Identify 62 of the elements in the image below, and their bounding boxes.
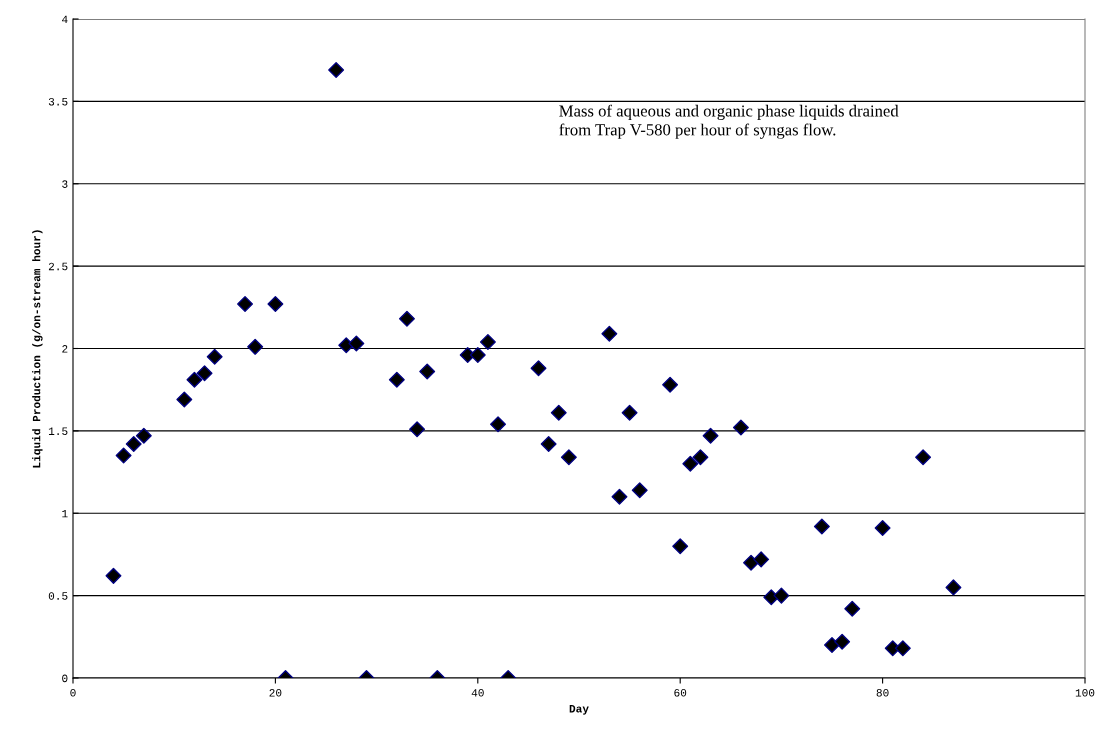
x-tick-label: 0 — [70, 689, 76, 697]
point — [115, 447, 132, 464]
point — [631, 482, 648, 499]
point — [824, 637, 840, 654]
x-tick-label: 40 — [471, 689, 484, 697]
point — [176, 391, 193, 408]
annotation: Mass of aqueous and organic phase liquids drained from Trap V-580 per hour of syngas flow. — [559, 104, 899, 139]
point — [834, 633, 851, 650]
point — [469, 347, 486, 364]
y-tick-label: 1.5 — [48, 427, 68, 436]
point — [125, 436, 142, 453]
point — [206, 348, 223, 365]
point — [611, 488, 628, 505]
point — [540, 436, 557, 453]
y-tick-label: 1 — [62, 509, 68, 518]
point — [844, 600, 861, 617]
point — [550, 404, 567, 421]
point — [874, 520, 891, 537]
point — [682, 455, 699, 472]
point — [186, 371, 203, 388]
x-tick-label: 20 — [269, 689, 282, 697]
point — [601, 325, 618, 342]
point — [247, 338, 264, 355]
point — [773, 587, 790, 604]
point — [409, 421, 426, 438]
point — [662, 376, 679, 393]
point — [530, 360, 547, 377]
point — [348, 335, 365, 352]
point — [915, 449, 932, 466]
point — [105, 567, 122, 584]
x-tick-label: 100 — [1075, 689, 1095, 697]
point — [196, 365, 213, 382]
point — [945, 579, 962, 596]
point — [328, 62, 345, 79]
point — [479, 333, 496, 350]
y-tick-label: 3 — [62, 180, 68, 188]
point — [560, 449, 577, 466]
point — [135, 427, 152, 444]
y-tick-label: 0 — [62, 674, 68, 683]
x-axis-title: Day — [569, 705, 589, 715]
y-tick-label: 4 — [62, 15, 68, 24]
x-tick-label: 60 — [674, 689, 687, 697]
point — [398, 310, 415, 327]
point — [894, 640, 911, 657]
point — [267, 296, 284, 312]
point — [419, 363, 436, 380]
point — [732, 419, 749, 436]
point — [692, 449, 709, 466]
point — [813, 518, 830, 535]
y-tick-label: 0.5 — [48, 592, 68, 600]
y-tick-label: 2 — [62, 345, 68, 353]
point — [753, 551, 770, 568]
y-tick-label: 3.5 — [48, 97, 68, 106]
point — [388, 371, 405, 388]
point — [702, 427, 719, 444]
x-tick-label: 80 — [876, 689, 889, 697]
y-tick-label: 2.5 — [48, 262, 68, 271]
point — [672, 538, 689, 555]
y-axis-title: Liquid Production (g/on-stream hour) — [32, 230, 43, 468]
point — [490, 416, 507, 433]
point — [237, 296, 254, 312]
point — [621, 404, 638, 421]
